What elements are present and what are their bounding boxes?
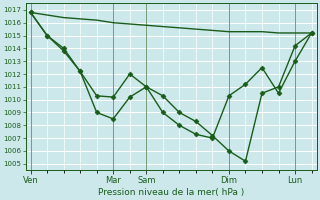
X-axis label: Pression niveau de la mer( hPa ): Pression niveau de la mer( hPa ): [98, 188, 244, 197]
